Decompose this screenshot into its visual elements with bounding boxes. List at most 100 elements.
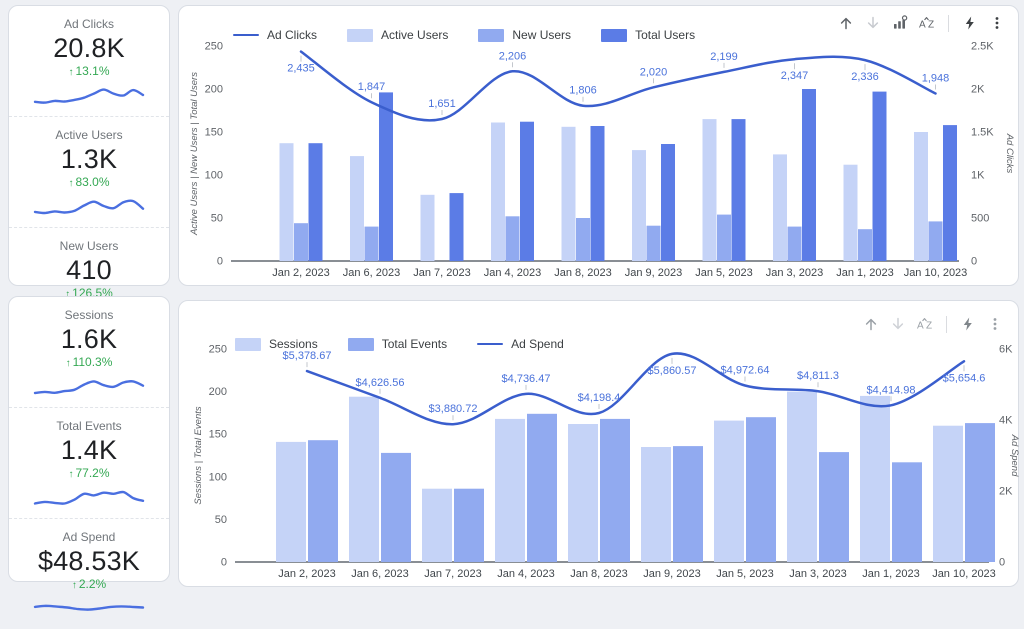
legend-label: Ad Spend xyxy=(511,337,564,351)
sparkline xyxy=(33,380,145,395)
legend-item-active-users[interactable]: Active Users xyxy=(347,28,448,42)
line-data-label: 2,336 xyxy=(851,71,879,83)
line-ad-clicks[interactable] xyxy=(299,50,937,122)
scorecard-active-users[interactable]: Active Users 1.3K ↑ 83.0% xyxy=(9,116,169,227)
metric-delta: ↑ 77.2% xyxy=(68,466,110,480)
bar-total-users[interactable] xyxy=(943,125,957,261)
arrow-up-icon: ↑ xyxy=(68,178,74,189)
sort-icon[interactable]: A Z xyxy=(916,315,934,333)
metric-value: 20.8K xyxy=(53,33,125,63)
bar-total-events[interactable] xyxy=(673,446,703,562)
bar-total-users[interactable] xyxy=(379,92,393,262)
line-ad-spend[interactable] xyxy=(305,352,966,426)
sparkline xyxy=(33,604,145,611)
bar-sessions[interactable] xyxy=(933,425,963,562)
bar-total-users[interactable] xyxy=(308,143,323,261)
bar-total-users[interactable] xyxy=(449,193,464,261)
bar-total-users[interactable] xyxy=(731,119,746,261)
line-data-label: $4,811.3 xyxy=(797,370,839,382)
combo-chart-users-card[interactable]: A Z Ad Clicks Active Users New Users Total … xyxy=(178,5,1019,286)
bar-new-users[interactable] xyxy=(646,225,661,261)
bar-total-events[interactable] xyxy=(965,423,995,562)
bar-active-users[interactable] xyxy=(279,143,294,261)
bar-sessions[interactable] xyxy=(349,396,379,562)
bar-sessions[interactable] xyxy=(422,488,452,562)
line-data-label: $4,414.98 xyxy=(867,384,916,396)
legend-item-total-events[interactable]: Total Events xyxy=(347,337,448,351)
bar-active-users[interactable] xyxy=(843,164,858,261)
more-options-icon[interactable] xyxy=(986,315,1004,333)
bar-total-events[interactable] xyxy=(527,413,557,562)
bar-new-users[interactable] xyxy=(787,226,802,261)
bar-active-users[interactable] xyxy=(773,154,787,261)
bar-sessions[interactable] xyxy=(568,424,598,562)
bar-total-users[interactable] xyxy=(872,91,887,261)
metric-value: 1.4K xyxy=(60,435,118,465)
bar-total-events[interactable] xyxy=(746,417,776,562)
move-up-icon[interactable] xyxy=(837,14,855,32)
legend-item-new-users[interactable]: New Users xyxy=(478,28,571,42)
sort-icon[interactable]: A Z xyxy=(918,14,936,32)
quick-actions-icon[interactable] xyxy=(959,315,977,333)
optional-metrics-icon[interactable] xyxy=(891,14,909,32)
x-axis-label: Jan 7, 2023 xyxy=(424,568,482,580)
right-axis-tick: 6K xyxy=(999,344,1013,356)
bar-new-users[interactable] xyxy=(717,214,731,261)
bar-active-users[interactable] xyxy=(491,122,505,262)
bar-new-users[interactable] xyxy=(858,229,872,261)
bar-sessions[interactable] xyxy=(860,395,890,562)
bar-total-events[interactable] xyxy=(454,488,484,562)
bar-active-users[interactable] xyxy=(632,150,646,261)
move-down-icon[interactable] xyxy=(889,315,907,333)
bar-total-events[interactable] xyxy=(308,440,338,562)
combo-chart-sessions-card[interactable]: A Z Sessions Total Events Ad Spend 0 50 100 1… xyxy=(178,300,1020,587)
chart-legend: Ad Clicks Active Users New Users Total User… xyxy=(233,28,695,42)
move-up-icon[interactable] xyxy=(862,315,880,333)
move-down-icon[interactable] xyxy=(864,14,882,32)
bar-active-users[interactable] xyxy=(702,119,717,261)
bar-sessions[interactable] xyxy=(787,391,817,562)
left-axis-tick: 0 xyxy=(221,557,227,569)
scorecard-ad-clicks[interactable]: Ad Clicks 20.8K ↑ 13.1% xyxy=(9,6,169,116)
bar-total-events[interactable] xyxy=(600,418,630,562)
bar-active-users[interactable] xyxy=(420,194,435,261)
bar-total-users[interactable] xyxy=(590,126,605,261)
right-axis-tick: 2K xyxy=(971,84,985,96)
metric-label: Ad Clicks xyxy=(63,17,114,31)
bar-total-users[interactable] xyxy=(661,144,675,261)
svg-text:A: A xyxy=(919,20,926,31)
bar-new-users[interactable] xyxy=(505,216,520,261)
quick-actions-icon[interactable] xyxy=(961,14,979,32)
bar-total-users[interactable] xyxy=(802,89,816,261)
metric-value: 410 xyxy=(66,255,112,285)
scorecard-ad-spend[interactable]: Ad Spend $48.53K ↑ 2.2% xyxy=(9,518,169,629)
legend-label: Total Events xyxy=(381,337,448,351)
legend-item-total-users[interactable]: Total Users xyxy=(601,28,695,42)
legend-item-ad-spend[interactable]: Ad Spend xyxy=(477,337,564,351)
bar-total-events[interactable] xyxy=(381,452,411,562)
bar-total-events[interactable] xyxy=(892,462,922,562)
right-axis-tick: 1K xyxy=(971,170,985,182)
bar-sessions[interactable] xyxy=(276,441,306,562)
x-axis-label: Jan 8, 2023 xyxy=(570,568,628,580)
legend-swatch xyxy=(235,337,261,351)
more-options-icon[interactable] xyxy=(988,14,1006,32)
bar-sessions[interactable] xyxy=(495,418,525,562)
legend-item-ad-clicks[interactable]: Ad Clicks xyxy=(233,28,317,42)
x-axis-label: Jan 2, 2023 xyxy=(278,568,336,580)
bar-active-users[interactable] xyxy=(914,132,928,261)
bar-active-users[interactable] xyxy=(561,126,576,261)
bar-active-users[interactable] xyxy=(350,156,364,261)
bar-new-users[interactable] xyxy=(576,218,590,261)
bar-sessions[interactable] xyxy=(641,447,671,562)
scorecard-total-events[interactable]: Total Events 1.4K ↑ 77.2% xyxy=(9,407,169,518)
scorecard-sessions[interactable]: Sessions 1.6K ↑ 110.3% xyxy=(9,297,169,407)
bar-new-users[interactable] xyxy=(294,223,308,261)
bar-new-users[interactable] xyxy=(928,221,943,261)
legend-item-sessions[interactable]: Sessions xyxy=(235,337,318,351)
bar-sessions[interactable] xyxy=(714,420,744,562)
line-data-label: 2,020 xyxy=(640,66,668,78)
bar-total-events[interactable] xyxy=(819,452,849,562)
bar-new-users[interactable] xyxy=(364,226,379,261)
bar-total-users[interactable] xyxy=(520,121,534,261)
